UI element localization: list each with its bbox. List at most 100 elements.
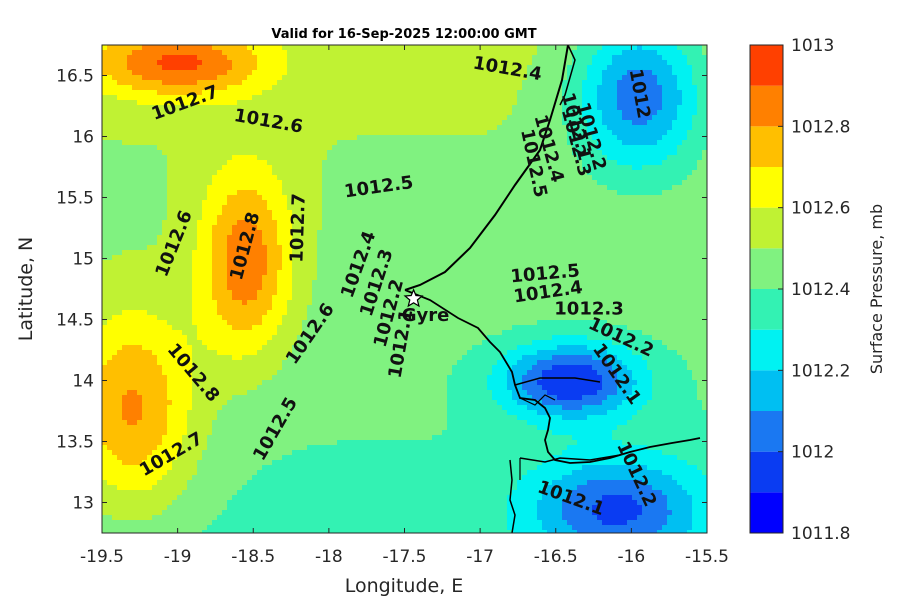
- field-cell: [302, 380, 308, 386]
- field-cell: [267, 260, 273, 266]
- field-cell: [327, 395, 333, 401]
- field-cell: [297, 190, 303, 196]
- field-cell: [312, 245, 318, 251]
- field-cell: [252, 350, 258, 356]
- field-cell: [222, 365, 228, 371]
- field-cell: [282, 450, 288, 456]
- field-cell: [107, 80, 113, 86]
- field-cell: [167, 530, 173, 533]
- field-cell: [302, 330, 308, 336]
- field-cell: [107, 385, 113, 391]
- field-cell: [112, 115, 118, 121]
- field-cell: [277, 310, 283, 316]
- field-cell: [352, 255, 358, 261]
- field-cell: [252, 305, 258, 311]
- field-cell: [172, 225, 178, 231]
- field-cell: [202, 290, 208, 296]
- field-cell: [282, 290, 288, 296]
- field-cell: [212, 320, 218, 326]
- field-cell: [332, 440, 338, 446]
- field-cell: [127, 370, 133, 376]
- field-cell: [237, 445, 243, 451]
- field-cell: [117, 80, 123, 86]
- field-cell: [177, 450, 183, 456]
- field-cell: [227, 265, 233, 271]
- field-cell: [167, 165, 173, 171]
- field-cell: [312, 275, 318, 281]
- field-cell: [117, 65, 123, 71]
- field-cell: [312, 250, 318, 256]
- field-cell: [202, 180, 208, 186]
- field-cell: [227, 335, 233, 341]
- field-cell: [232, 200, 238, 206]
- field-cell: [192, 355, 198, 361]
- field-cell: [112, 315, 118, 321]
- field-cell: [342, 410, 348, 416]
- field-cell: [337, 510, 343, 516]
- field-cell: [347, 325, 353, 331]
- field-cell: [152, 280, 158, 286]
- field-cell: [167, 435, 173, 441]
- field-cell: [137, 70, 143, 76]
- field-cell: [207, 135, 213, 141]
- field-cell: [337, 385, 343, 391]
- field-cell: [102, 395, 108, 401]
- field-cell: [287, 235, 293, 241]
- field-cell: [187, 180, 193, 186]
- field-cell: [112, 295, 118, 301]
- field-cell: [267, 500, 273, 506]
- field-cell: [342, 195, 348, 201]
- field-cell: [237, 80, 243, 86]
- field-cell: [222, 490, 228, 496]
- field-cell: [307, 415, 313, 421]
- field-cell: [172, 335, 178, 341]
- field-cell: [117, 310, 123, 316]
- field-cell: [187, 240, 193, 246]
- field-cell: [307, 150, 313, 156]
- field-cell: [302, 430, 308, 436]
- field-cell: [337, 325, 343, 331]
- field-cell: [262, 120, 268, 126]
- field-cell: [267, 325, 273, 331]
- field-cell: [207, 220, 213, 226]
- field-cell: [282, 265, 288, 271]
- field-cell: [287, 360, 293, 366]
- field-cell: [317, 405, 323, 411]
- field-cell: [237, 325, 243, 331]
- field-cell: [322, 285, 328, 291]
- field-cell: [227, 260, 233, 266]
- field-cell: [102, 470, 108, 476]
- field-cell: [287, 370, 293, 376]
- field-cell: [117, 295, 123, 301]
- field-cell: [147, 470, 153, 476]
- field-cell: [312, 260, 318, 266]
- field-cell: [112, 485, 118, 491]
- field-cell: [277, 220, 283, 226]
- field-cell: [287, 320, 293, 326]
- field-cell: [252, 45, 258, 51]
- field-cell: [172, 425, 178, 431]
- field-cell: [147, 290, 153, 296]
- field-cell: [102, 130, 108, 136]
- field-cell: [252, 365, 258, 371]
- field-cell: [132, 355, 138, 361]
- field-cell: [112, 335, 118, 341]
- field-cell: [162, 140, 168, 146]
- field-cell: [217, 55, 223, 61]
- field-cell: [152, 500, 158, 506]
- field-cell: [347, 225, 353, 231]
- field-cell: [122, 75, 128, 81]
- field-cell: [287, 50, 293, 56]
- field-cell: [177, 375, 183, 381]
- field-cell: [147, 100, 153, 106]
- field-cell: [107, 245, 113, 251]
- field-cell: [292, 105, 298, 111]
- field-cell: [222, 125, 228, 131]
- field-cell: [277, 465, 283, 471]
- field-cell: [292, 185, 298, 191]
- field-cell: [347, 295, 353, 301]
- field-cell: [162, 390, 168, 396]
- field-cell: [347, 85, 353, 91]
- field-cell: [342, 285, 348, 291]
